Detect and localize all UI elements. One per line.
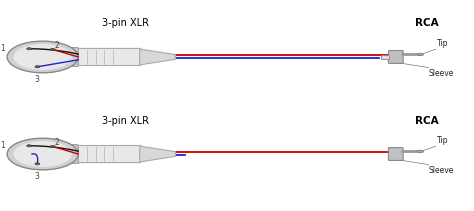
- Text: RCA: RCA: [415, 19, 438, 28]
- Text: 3-pin XLR: 3-pin XLR: [102, 19, 149, 28]
- Text: Tip: Tip: [437, 136, 448, 145]
- FancyBboxPatch shape: [388, 148, 403, 160]
- Text: Tip: Tip: [437, 39, 448, 48]
- Circle shape: [13, 141, 72, 167]
- Text: 3: 3: [35, 75, 40, 84]
- Circle shape: [27, 48, 32, 50]
- Polygon shape: [140, 146, 175, 162]
- Text: RCA: RCA: [415, 116, 438, 126]
- Circle shape: [50, 145, 55, 147]
- Circle shape: [13, 44, 72, 70]
- Circle shape: [418, 150, 423, 153]
- FancyBboxPatch shape: [381, 55, 389, 59]
- Text: Sleeve: Sleeve: [429, 166, 455, 175]
- Circle shape: [7, 138, 78, 170]
- Text: 1: 1: [0, 141, 5, 150]
- FancyBboxPatch shape: [388, 50, 403, 63]
- Text: Sleeve: Sleeve: [429, 69, 455, 78]
- Circle shape: [35, 66, 40, 68]
- FancyBboxPatch shape: [72, 146, 141, 162]
- Circle shape: [27, 145, 32, 147]
- Text: 2: 2: [55, 41, 60, 50]
- Polygon shape: [140, 49, 175, 65]
- Text: 2: 2: [55, 138, 60, 147]
- FancyBboxPatch shape: [72, 48, 141, 65]
- Text: 3-pin XLR: 3-pin XLR: [102, 116, 149, 126]
- Circle shape: [35, 163, 40, 165]
- Circle shape: [7, 41, 78, 73]
- FancyBboxPatch shape: [68, 145, 78, 163]
- Text: 1: 1: [0, 44, 5, 53]
- Text: 3: 3: [35, 172, 40, 181]
- Circle shape: [418, 53, 423, 56]
- Circle shape: [50, 48, 55, 50]
- FancyBboxPatch shape: [68, 47, 78, 66]
